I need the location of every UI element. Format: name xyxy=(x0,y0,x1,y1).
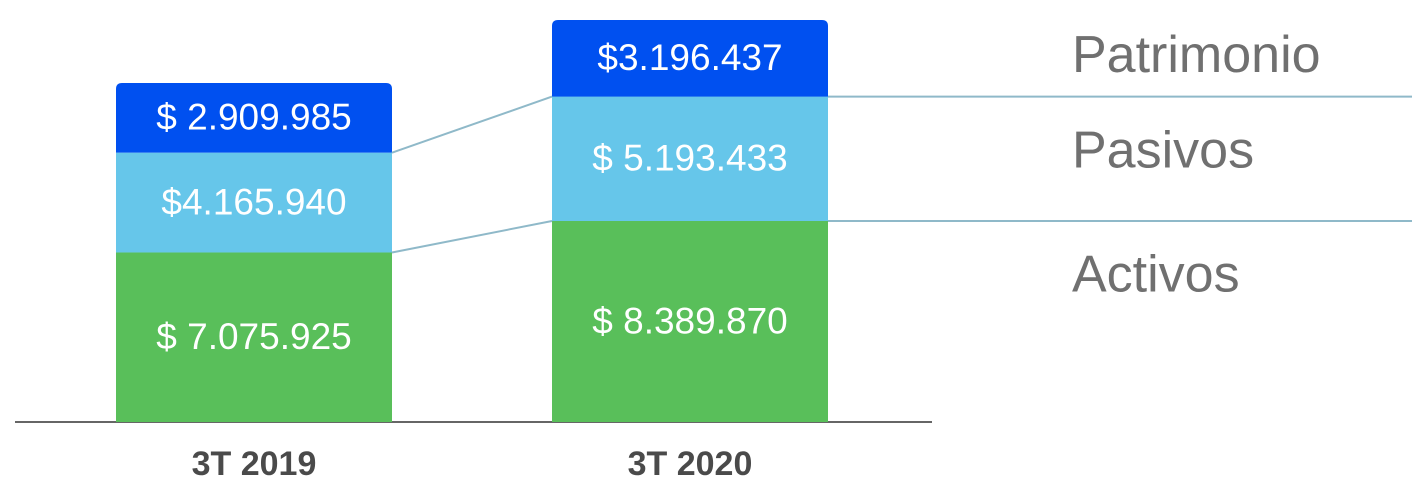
x-tick-label: 3T 2019 xyxy=(192,445,317,482)
value-label: $ 2.909.985 xyxy=(156,97,351,138)
bar-segment xyxy=(552,20,828,97)
bar-segment xyxy=(116,82,392,153)
bar-segment xyxy=(116,252,392,422)
legend-label: Pasivos xyxy=(1072,121,1254,179)
legend-label: Patrimonio xyxy=(1072,26,1321,84)
bar-segment xyxy=(552,221,828,422)
value-label: $ 8.389.870 xyxy=(592,300,787,341)
value-label: $3.196.437 xyxy=(597,37,782,78)
x-tick-label: 3T 2020 xyxy=(628,445,753,482)
value-label: $4.165.940 xyxy=(161,181,346,222)
bar-segment xyxy=(116,152,392,253)
value-label: $ 5.193.433 xyxy=(592,138,787,179)
value-label: $ 7.075.925 xyxy=(156,316,351,357)
connector xyxy=(391,220,553,254)
legend-label: Activos xyxy=(1072,246,1240,304)
bar-segment xyxy=(552,96,828,221)
connector xyxy=(391,95,553,154)
